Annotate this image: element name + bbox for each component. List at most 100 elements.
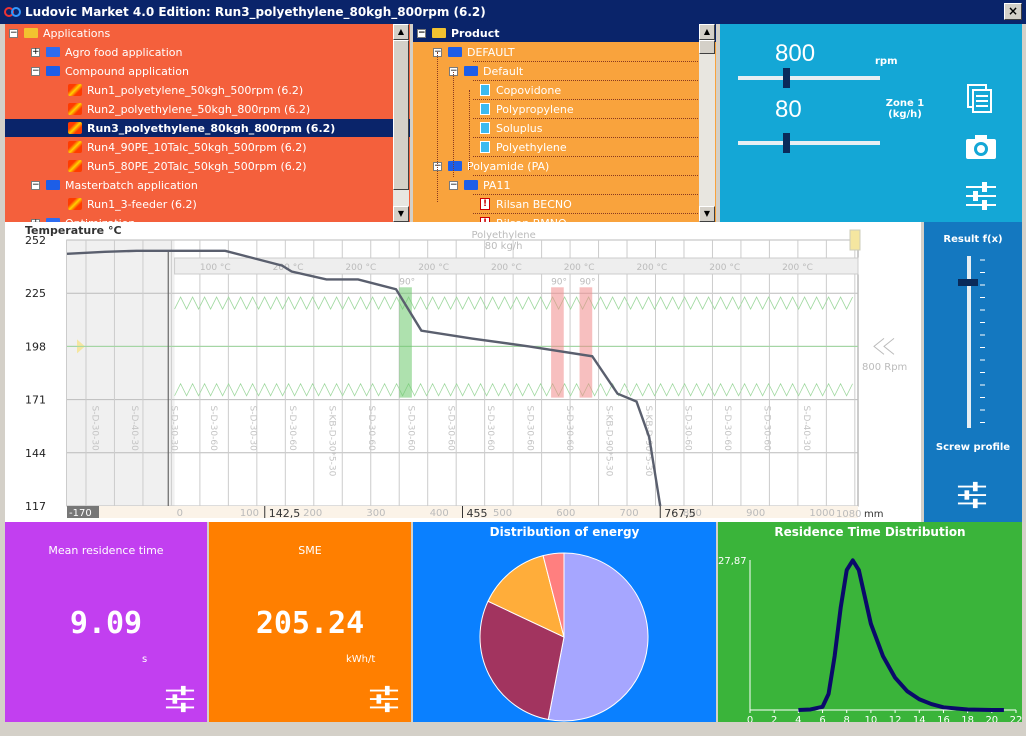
tree-item[interactable]: − Product [413, 24, 716, 42]
feed-zone [67, 240, 175, 506]
tree-item[interactable]: + Optimization... [31, 214, 146, 222]
x-marker-label: 455 [467, 507, 488, 520]
simulation-run-icon [68, 198, 82, 210]
tree-item[interactable]: Soluplus [465, 119, 542, 137]
tree-item-label: Run1_3-feeder (6.2) [87, 197, 197, 211]
result-slider-thumb[interactable] [958, 279, 978, 286]
screw-element-label: S-D-30-60 [762, 406, 772, 452]
tree-row-divider [473, 213, 698, 214]
tree-item[interactable]: Run1_polyetylene_50kgh_500rpm (6.2) [53, 81, 303, 99]
screw-element-label: S-D-30-60 [366, 406, 376, 452]
app-logo-icon [4, 5, 22, 19]
sme-unit: kWh/t [346, 654, 376, 665]
feed-rate-label: 80 kg/h [485, 241, 523, 252]
tree-item[interactable]: − PA11 [449, 176, 510, 194]
expand-icon[interactable]: + [31, 218, 40, 222]
tree-item[interactable]: − Applications [9, 24, 110, 42]
x-tick-label: 800 [683, 508, 702, 519]
product-tree[interactable]: − Product − DEFAULT − Default Copovidone Polypr… [413, 24, 716, 222]
tree-item[interactable]: Run5_80PE_20Talc_50kgh_500rpm (6.2) [53, 157, 307, 175]
tree-item[interactable]: Run4_90PE_10Talc_50kgh_500rpm (6.2) [53, 138, 307, 156]
collapse-icon[interactable]: − [31, 179, 40, 190]
rtd-x-tick-label: 22 [1010, 715, 1022, 722]
rtd-chart[interactable]: 27,87 0 2 4 6 8 10 12 14 16 18 20 22 [718, 522, 1022, 722]
tree-item[interactable]: − DEFAULT [433, 43, 515, 61]
pie-slice[interactable] [547, 552, 649, 722]
feed-slider-thumb[interactable] [783, 133, 790, 153]
barrel-temp-label: 100 °C [200, 263, 231, 273]
scroll-down-icon[interactable]: ▼ [699, 206, 715, 222]
screw-flight-top [174, 296, 853, 310]
x-tick-label: 0 [177, 508, 183, 519]
collapse-icon[interactable]: − [31, 65, 40, 76]
tree-item-label: Polyamide (PA) [467, 159, 550, 173]
x-marker-label: 767,5 [664, 507, 696, 520]
tree-item[interactable]: Run2_polyethylene_50kgh_800rpm (6.2) [53, 100, 310, 118]
tree-guide-line [469, 90, 470, 170]
tree-item[interactable]: − Compound application [31, 62, 189, 80]
tree-item[interactable]: ! Rilsan BMNO [465, 214, 567, 222]
pie-slice[interactable] [542, 552, 565, 638]
pie-slice[interactable] [487, 555, 565, 638]
tree-guide-line [453, 72, 454, 177]
tree-item[interactable]: Polyethylene [465, 138, 567, 156]
scroll-up-icon[interactable]: ▲ [699, 24, 715, 40]
tree-item-label: Run2_polyethylene_50kgh_800rpm (6.2) [87, 102, 311, 116]
energy-title: Distribution of energy [489, 525, 640, 539]
close-button[interactable]: × [1004, 3, 1022, 20]
scroll-down-icon[interactable]: ▼ [393, 206, 409, 222]
tree-item[interactable]: Run3_polyethylene_80kgh_800rpm (6.2) [5, 119, 410, 137]
feed-slider[interactable] [738, 141, 880, 145]
rpm-slider[interactable] [738, 76, 880, 80]
screw-element-label: S-D-30-60 [722, 406, 732, 452]
screw-speed-label: 800 Rpm [862, 362, 907, 373]
rpm-value: 800 [775, 40, 816, 67]
energy-pie-chart[interactable] [413, 522, 716, 722]
tree-item[interactable]: − Masterbatch application [31, 176, 198, 194]
result-slider[interactable] [967, 256, 971, 428]
die-icon [849, 229, 861, 251]
tree-item[interactable]: Copovidone [465, 81, 561, 99]
pie-slice[interactable] [479, 600, 565, 721]
scroll-thumb[interactable] [393, 40, 409, 190]
collapse-icon[interactable]: − [417, 27, 426, 38]
x-tick-label: 700 [620, 508, 639, 519]
collapse-icon[interactable]: − [449, 179, 458, 190]
rpm-slider-thumb[interactable] [783, 68, 790, 88]
document-icon [480, 103, 490, 115]
tree-item-label: Run4_90PE_10Talc_50kgh_500rpm (6.2) [87, 140, 307, 154]
kneading-block [399, 287, 412, 398]
temperature-profile-chart[interactable]: Temperature °C 252 225 198 171 144 117 100 °C 2… [5, 222, 921, 522]
tree-row-divider [473, 118, 698, 119]
expand-icon[interactable]: + [31, 46, 40, 57]
x-tick-label: 200 [303, 508, 322, 519]
sliders-icon[interactable] [367, 684, 401, 714]
clipboard-icon[interactable] [964, 82, 996, 114]
sliders-icon[interactable] [163, 684, 197, 714]
scroll-thumb[interactable] [699, 40, 715, 54]
mean-residence-unit: s [142, 654, 148, 665]
tree-item[interactable]: ! Rilsan BECNO [465, 195, 572, 213]
x-tick-label: 500 [493, 508, 512, 519]
tree-guide-line [437, 52, 438, 202]
sliders-icon[interactable] [955, 480, 989, 510]
tree-item-label: Product [451, 26, 500, 40]
temperature-chart-svg: 252 225 198 171 144 117 100 °C 200 °C 200 °C 200 … [25, 229, 907, 520]
x-tick-label: 1000 [809, 508, 834, 519]
kneading-angle-label: 90° [551, 277, 567, 287]
tree-item[interactable]: Polypropylene [465, 100, 574, 118]
folder-icon [24, 28, 38, 38]
rtd-x-tick-label: 8 [844, 715, 850, 722]
tree-item[interactable]: Run1_3-feeder (6.2) [53, 195, 197, 213]
sliders-icon[interactable] [964, 180, 998, 212]
application-tree-scrollbar[interactable]: ▲ ▼ [393, 24, 409, 222]
scroll-up-icon[interactable]: ▲ [393, 24, 409, 40]
tree-item[interactable]: − Default [449, 62, 523, 80]
tree-item[interactable]: + Agro food application [31, 43, 183, 61]
barrel-temp-label: 200 °C [709, 263, 740, 273]
application-tree[interactable]: − Applications + Agro food application − Comp… [5, 24, 410, 222]
collapse-icon[interactable]: − [9, 27, 18, 38]
camera-icon[interactable] [964, 132, 998, 162]
product-tree-scrollbar[interactable]: ▲ ▼ [699, 24, 715, 222]
tree-item[interactable]: − Polyamide (PA) [433, 157, 549, 175]
